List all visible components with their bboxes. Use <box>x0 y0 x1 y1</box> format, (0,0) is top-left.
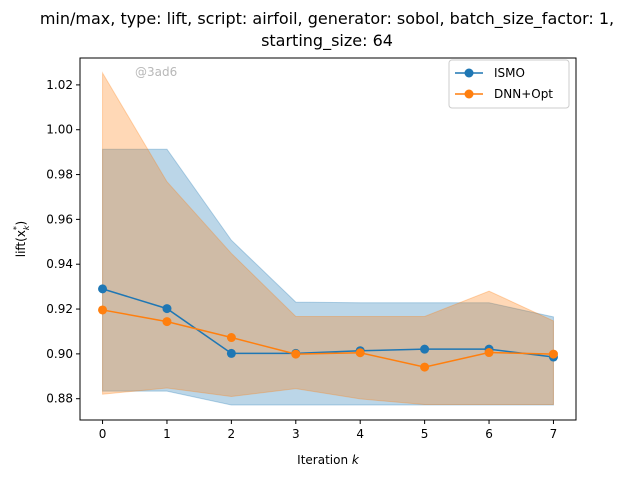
legend-dnn-opt-marker <box>464 89 474 99</box>
series-markers <box>98 284 558 372</box>
y-tick-label: 0.90 <box>46 347 73 361</box>
ismo-point <box>98 284 108 294</box>
y-axis-label-sub: k <box>22 225 31 230</box>
y-axis-label-close: ) <box>14 221 28 226</box>
ismo-band <box>102 148 554 406</box>
legend-ismo-label: ISMO <box>494 66 525 80</box>
dnn-opt-point <box>484 348 494 358</box>
dnn-opt-band <box>102 71 554 406</box>
dnn-opt-point <box>420 362 430 372</box>
chart-title-line2: starting_size: 64 <box>261 31 393 51</box>
y-tick-label: 0.98 <box>46 168 73 182</box>
series-lines <box>102 288 554 368</box>
legend-ismo-marker <box>464 68 474 78</box>
dnn-opt-point <box>355 348 365 358</box>
ismo-point <box>420 344 430 354</box>
x-tick-label: 4 <box>356 427 364 441</box>
dnn-opt-point <box>162 317 172 327</box>
ismo-point <box>226 348 236 358</box>
y-axis-label-text: lift(x <box>14 230 28 257</box>
ismo-line <box>102 288 554 358</box>
dnn-opt-point <box>291 349 301 359</box>
min-max-bands <box>102 71 554 406</box>
x-tick-label: 5 <box>421 427 429 441</box>
y-tick-label: 0.92 <box>46 302 73 316</box>
x-tick-label: 3 <box>292 427 300 441</box>
x-axis-ticks: 0 1 2 3 4 5 6 7 <box>99 420 558 441</box>
dnn-opt-point <box>548 349 558 359</box>
x-tick-label: 6 <box>485 427 493 441</box>
y-tick-label: 1.02 <box>46 78 73 92</box>
chart-title-line1: min/max, type: lift, script: airfoil, ge… <box>40 9 614 29</box>
legend-dnn-opt-label: DNN+Opt <box>494 87 553 101</box>
legend-box <box>448 59 570 109</box>
x-tick-label: 1 <box>163 427 171 441</box>
ismo-point <box>162 304 172 314</box>
y-axis-ticks: 0.88 0.90 0.92 0.94 0.96 0.98 1.00 1.02 <box>46 78 80 406</box>
dnn-opt-point <box>226 333 236 343</box>
y-tick-label: 0.94 <box>46 257 73 271</box>
x-axis-label-var: k <box>352 453 360 467</box>
y-axis-label: lift(x*k) <box>12 221 31 258</box>
x-tick-label: 0 <box>99 427 107 441</box>
plot-area <box>98 71 558 406</box>
legend: ISMO DNN+Opt <box>448 59 570 109</box>
watermark-text: @3ad6 <box>135 65 177 79</box>
dnn-opt-line <box>102 309 554 368</box>
x-axis-label: Iteration k <box>297 453 360 467</box>
x-tick-label: 7 <box>550 427 558 441</box>
x-axis-label-text: Iteration <box>297 453 352 467</box>
dnn-opt-point <box>98 305 108 315</box>
y-tick-label: 1.00 <box>46 123 73 137</box>
y-axis-label-sup: * <box>12 226 21 230</box>
y-tick-label: 0.96 <box>46 212 73 226</box>
x-tick-label: 2 <box>228 427 236 441</box>
y-tick-label: 0.88 <box>46 392 73 406</box>
axes-frame <box>79 57 577 421</box>
